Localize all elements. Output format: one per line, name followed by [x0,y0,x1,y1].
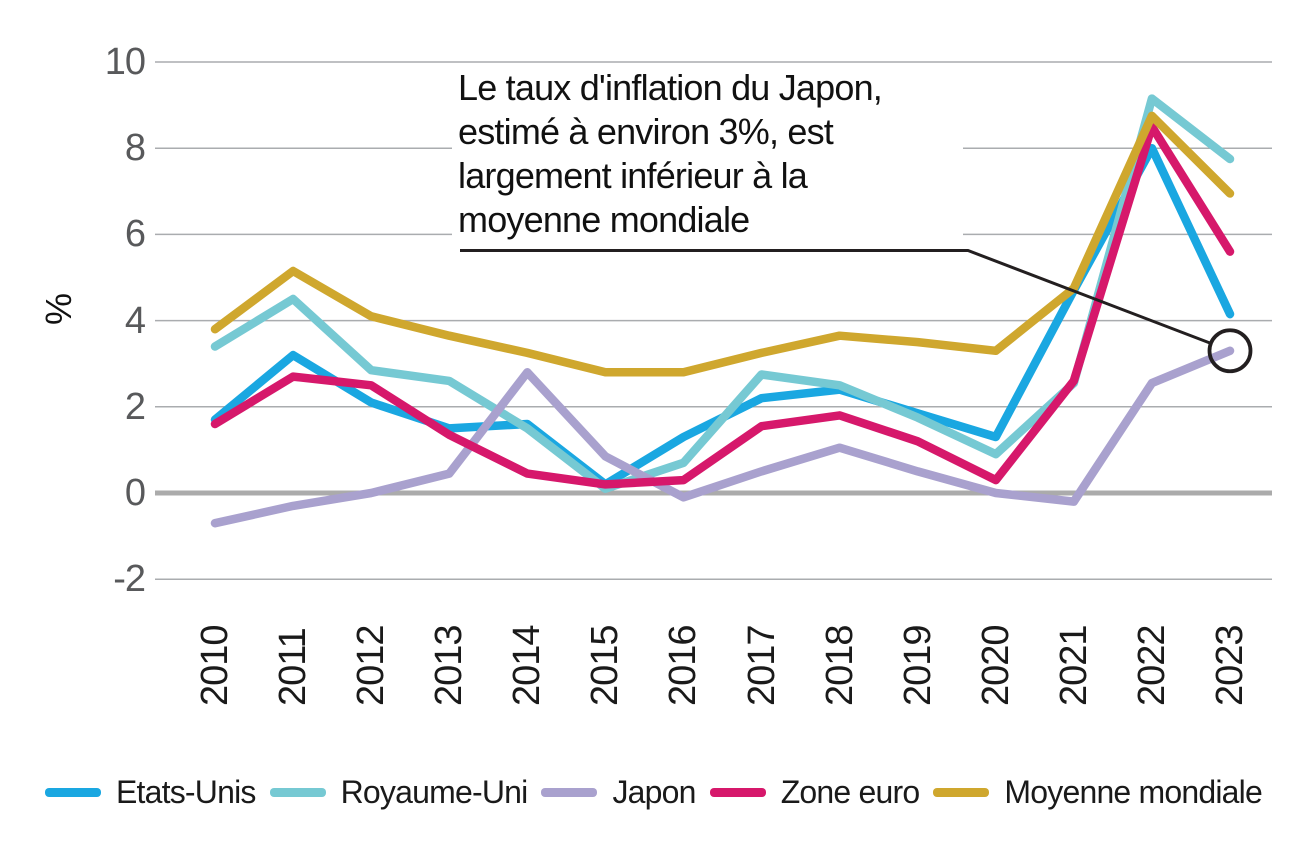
series-line-moyenne-mondiale [210,111,1235,377]
y-tick-label: 6 [124,213,146,256]
x-tick-label: 2014 [506,625,549,706]
x-tick-label: 2021 [1052,625,1095,706]
legend-swatch-zone-euro [709,788,766,797]
legend-label: Etats-Unis [116,774,256,810]
series-line-japon [210,346,1235,528]
legend-label: Moyenne mondiale [1004,774,1262,810]
y-axis-title: % [38,292,79,325]
annotation-callout: Le taux d'inflation du Japon, estimé à en… [452,64,963,244]
annotation-leader-line [460,249,1212,345]
x-tick-label: 2020 [974,625,1017,706]
annotation-text-line: Le taux d'inflation du Japon, [458,67,883,108]
legend-label: Japon [612,774,696,810]
annotation-text-line: largement inférieur à la [458,155,808,196]
x-tick-label: 2012 [350,625,393,706]
legend-item-moyenne-mondiale: Moyenne mondiale [933,774,1263,811]
y-tick-label: 8 [124,127,146,170]
legend-swatch-etats-unis [45,788,101,797]
y-tick-label: 0 [124,472,146,514]
legend-swatch-moyenne-mondiale [933,788,990,797]
legend-swatch-japon [541,788,598,797]
y-tick-label: 10 [104,41,146,83]
legend-item-etats-unis: Etats-Unis [45,774,256,811]
x-tick-label: 2015 [584,625,627,706]
annotation-circle [1207,328,1253,374]
x-tick-label: 2010 [194,625,236,706]
legend-item-zone-euro: Zone euro [709,774,920,811]
legend-label: Royaume-Uni [340,774,529,810]
x-tick-label: 2016 [662,625,705,706]
x-tick-label: 2023 [1209,625,1251,706]
x-tick-label: 2018 [818,625,861,706]
x-tick-label: 2022 [1130,625,1173,706]
series-line-zone-euro [210,122,1235,489]
annotation-text-line: moyenne mondiale [458,199,750,240]
x-tick-label: 2011 [272,628,315,706]
y-tick-label: 2 [124,385,146,428]
x-tick-label: 2017 [740,625,783,706]
x-tick-label: 2019 [896,625,939,706]
legend-swatch-royaume-uni [269,788,326,797]
legend-label: Zone euro [780,774,920,810]
legend-item-royaume-uni: Royaume-Uni [269,774,529,811]
annotation-text-line: estimé à environ 3%, est [458,111,834,152]
x-tick-label: 2013 [428,625,471,706]
legend-item-japon: Japon [541,774,696,811]
y-tick-label: 4 [124,299,146,342]
legend: Etats-Unis Royaume-Uni Japon Zone euro Moyen… [45,774,1263,811]
y-tick-label: -2 [113,558,146,601]
